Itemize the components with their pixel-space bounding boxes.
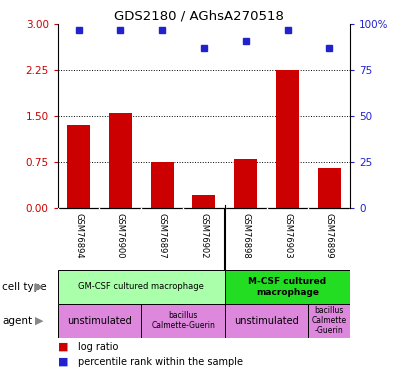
Text: GSM76898: GSM76898 — [241, 213, 250, 259]
Bar — [141, 304, 225, 338]
Bar — [308, 304, 350, 338]
Bar — [234, 159, 257, 208]
Text: GSM76899: GSM76899 — [325, 213, 334, 259]
Text: GSM76900: GSM76900 — [116, 213, 125, 259]
Text: unstimulated: unstimulated — [234, 316, 299, 326]
Text: ■: ■ — [58, 357, 68, 367]
Bar — [109, 113, 132, 208]
Text: GSM76903: GSM76903 — [283, 213, 292, 259]
Text: GSM76897: GSM76897 — [158, 213, 167, 259]
Text: ▶: ▶ — [35, 316, 43, 326]
Text: agent: agent — [2, 316, 32, 326]
Text: cell type: cell type — [2, 282, 47, 292]
Text: ▶: ▶ — [35, 282, 43, 292]
Bar — [58, 270, 225, 304]
Text: M-CSF cultured
macrophage: M-CSF cultured macrophage — [248, 277, 327, 297]
Text: bacillus
Calmette-Guerin: bacillus Calmette-Guerin — [151, 311, 215, 330]
Text: unstimulated: unstimulated — [67, 316, 132, 326]
Text: bacillus
Calmette
-Guerin: bacillus Calmette -Guerin — [312, 306, 347, 335]
Bar — [58, 304, 141, 338]
Text: GDS2180 / AGhsA270518: GDS2180 / AGhsA270518 — [114, 9, 284, 22]
Bar — [67, 125, 90, 208]
Text: percentile rank within the sample: percentile rank within the sample — [78, 357, 243, 367]
Text: ■: ■ — [58, 342, 68, 352]
Bar — [276, 70, 299, 208]
Text: GM-CSF cultured macrophage: GM-CSF cultured macrophage — [78, 282, 204, 291]
Bar — [193, 195, 215, 208]
Bar — [318, 168, 341, 208]
Bar — [225, 270, 350, 304]
Text: log ratio: log ratio — [78, 342, 118, 352]
Bar — [151, 162, 174, 208]
Bar — [225, 304, 308, 338]
Text: GSM76902: GSM76902 — [199, 213, 209, 259]
Text: GSM76894: GSM76894 — [74, 213, 83, 259]
